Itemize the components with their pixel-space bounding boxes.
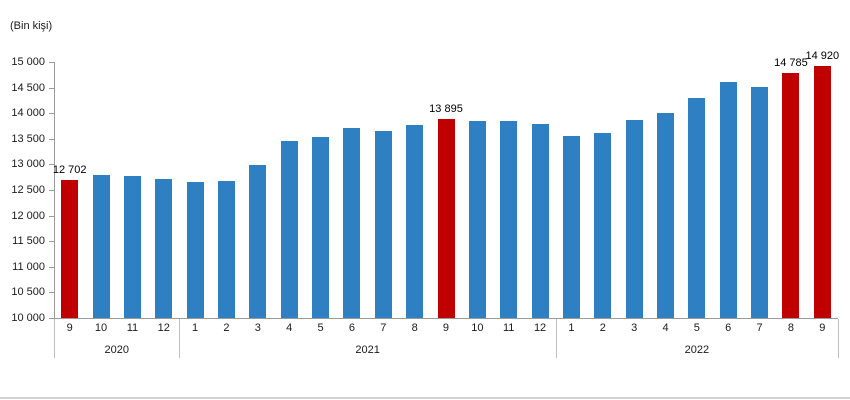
x-axis-month-label: 2 — [599, 322, 606, 334]
x-axis-month-label: 11 — [126, 322, 139, 334]
bar — [719, 82, 737, 318]
bar-data-label: 14 785 — [774, 57, 808, 69]
bar — [280, 141, 298, 318]
bar-data-label: 12 702 — [52, 163, 87, 176]
bar-highlighted — [61, 179, 79, 318]
bar-highlighted — [782, 73, 800, 318]
x-axis-month-label: 9 — [66, 322, 73, 334]
bottom-divider — [0, 397, 850, 399]
bar-highlighted — [437, 118, 455, 318]
bar — [406, 125, 424, 318]
bar — [531, 124, 549, 318]
x-axis-year-label: 2022 — [684, 344, 710, 356]
x-axis-month-label: 3 — [631, 322, 638, 334]
y-axis-tick-label: 10 000 — [11, 312, 45, 324]
bar — [92, 175, 110, 318]
year-group-separator — [555, 319, 557, 358]
year-group-separator — [838, 319, 839, 358]
bar-data-label: 14 920 — [805, 50, 840, 63]
y-axis-tick-label: 14 500 — [11, 81, 45, 94]
bar — [751, 86, 769, 318]
bar — [468, 120, 486, 318]
y-axis-tick-label: 11 000 — [12, 260, 45, 273]
y-axis-tick-label: 14 000 — [11, 107, 45, 120]
x-axis-month-label: 10 — [94, 322, 108, 334]
x-axis-month-label: 1 — [568, 322, 575, 334]
x-axis-month-label: 8 — [411, 322, 418, 334]
year-group-separator — [179, 319, 181, 358]
y-axis-tick-label: 13 500 — [11, 132, 45, 145]
x-axis-month-label: 10 — [471, 322, 484, 334]
x-axis-month-label: 6 — [725, 322, 732, 334]
y-axis-tick-label: 12 500 — [11, 184, 45, 196]
x-axis-month-label: 7 — [380, 322, 387, 334]
x-axis-month-label: 6 — [348, 322, 355, 334]
bar-highlighted — [813, 66, 831, 318]
y-axis-tick — [49, 113, 54, 115]
bar — [594, 133, 612, 318]
x-axis-month-label: 7 — [756, 322, 763, 334]
bar — [312, 137, 330, 318]
bar — [625, 120, 643, 318]
bar-data-label: 13 895 — [429, 102, 463, 115]
y-axis-tick — [49, 215, 54, 217]
y-axis-tick — [49, 87, 54, 89]
y-axis-tick — [49, 266, 54, 268]
x-axis-month-label: 11 — [503, 322, 515, 334]
y-axis-tick-label: 15 000 — [11, 56, 45, 68]
y-axis-tick — [49, 62, 54, 63]
x-axis-month-label: 8 — [787, 322, 794, 334]
bar — [343, 127, 361, 318]
x-axis-month-label: 12 — [157, 322, 170, 334]
x-axis-month-label: 5 — [693, 322, 700, 334]
bar — [186, 182, 204, 318]
y-axis-tick — [49, 292, 54, 294]
y-axis-unit-label: (Bin kişi) — [10, 20, 53, 32]
y-axis-tick — [49, 138, 54, 140]
bar — [562, 135, 580, 318]
y-axis-tick — [49, 164, 54, 166]
x-axis-month-label: 9 — [442, 322, 450, 334]
y-axis-tick-label: 10 500 — [11, 286, 45, 299]
bar — [123, 176, 141, 318]
x-axis-line — [54, 318, 838, 319]
y-axis-tick — [49, 190, 54, 191]
bar — [249, 164, 267, 318]
x-axis-month-label: 1 — [192, 322, 199, 334]
bar — [217, 180, 235, 318]
x-axis-month-label: 2 — [223, 322, 230, 334]
x-axis-month-label: 4 — [286, 322, 293, 334]
y-axis-line — [54, 62, 55, 318]
x-axis-month-label: 9 — [819, 322, 826, 334]
x-axis-year-label: 2020 — [104, 344, 129, 356]
y-axis-tick-label: 11 500 — [12, 235, 45, 248]
y-axis-tick-label: 13 000 — [11, 158, 45, 171]
y-axis-tick-label: 12 000 — [11, 209, 45, 222]
x-axis-month-label: 3 — [254, 322, 261, 334]
bar — [500, 121, 518, 318]
bar — [155, 178, 173, 318]
y-axis-tick — [49, 241, 54, 243]
bar — [688, 97, 706, 318]
x-axis-month-label: 4 — [662, 322, 669, 334]
y-axis-tick — [49, 318, 54, 319]
x-axis-month-label: 5 — [317, 322, 324, 334]
x-axis-month-label: 12 — [533, 322, 547, 334]
bar — [374, 130, 392, 318]
bar — [657, 112, 675, 318]
year-group-separator — [54, 319, 55, 358]
x-axis-year-label: 2021 — [355, 344, 380, 356]
